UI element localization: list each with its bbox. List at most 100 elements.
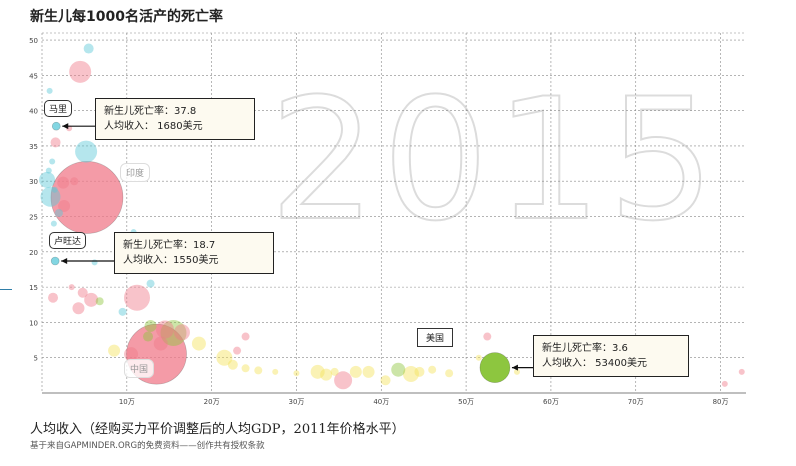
data-point: [349, 365, 362, 378]
x-tick-label: 10万: [119, 398, 135, 406]
data-point: [72, 302, 85, 315]
data-point: [146, 279, 155, 288]
data-point: [445, 369, 454, 378]
data-point: [330, 367, 339, 376]
data-point: [362, 365, 375, 378]
data-point: [475, 354, 482, 361]
data-point: [334, 371, 353, 390]
data-point: [95, 297, 104, 306]
data-point: [479, 352, 511, 383]
y-tick-label: 20: [29, 249, 38, 257]
x-axis-label: 人均收入（经购买力平价调整后的人均GDP，2011年价格水平）: [30, 422, 405, 437]
callout-arrowhead: [62, 123, 69, 130]
data-point: [75, 140, 98, 163]
label-rwanda: 卢旺达: [49, 232, 87, 249]
data-point: [51, 121, 61, 131]
data-point: [58, 199, 71, 212]
callout-rwanda: 新生儿死亡率：18.7 人均收入：1550美元: [114, 232, 274, 274]
side-marker: [0, 289, 12, 290]
data-point: [118, 307, 127, 316]
x-tick-label: 80万: [713, 398, 729, 406]
source-note: 基于来自GAPMINDER.ORG的免费资料——创作共有授权条款: [30, 441, 265, 451]
data-point: [68, 284, 75, 291]
callout-usa: 新生儿死亡率：3.6 人均收入： 53400美元: [533, 335, 689, 377]
data-point: [310, 364, 325, 379]
data-point: [123, 284, 150, 311]
data-point: [191, 336, 206, 351]
data-point: [272, 368, 279, 375]
x-tick-label: 30万: [288, 398, 304, 406]
callout-usa-rate: 新生儿死亡率：3.6: [542, 343, 628, 354]
label-china: 中国: [124, 359, 155, 378]
data-point: [49, 158, 56, 165]
callout-usa-income: 人均收入： 53400美元: [542, 358, 647, 369]
callout-rwanda-income: 人均收入：1550美元: [123, 255, 219, 266]
data-point: [391, 362, 406, 377]
x-tick-label: 20万: [204, 398, 220, 406]
data-point: [57, 176, 70, 189]
x-tick-label: 70万: [628, 398, 644, 406]
data-point: [50, 137, 61, 148]
data-point: [45, 167, 52, 174]
data-point: [48, 292, 59, 303]
callout-arrows: [61, 123, 533, 371]
data-point: [380, 375, 391, 386]
data-point: [108, 344, 121, 357]
data-point: [241, 332, 250, 341]
data-point: [84, 292, 99, 307]
data-point: [414, 366, 425, 377]
y-tick-label: 35: [29, 143, 38, 151]
y-tick-label: 45: [29, 72, 38, 80]
data-point: [50, 220, 57, 227]
label-usa: 美国: [417, 328, 454, 347]
data-point: [91, 259, 98, 266]
data-point: [227, 359, 238, 370]
data-point: [50, 256, 60, 266]
x-tick-label: 50万: [458, 398, 474, 406]
data-point: [428, 365, 437, 374]
data-point: [83, 43, 94, 54]
data-point: [293, 370, 300, 377]
data-point: [738, 368, 745, 375]
data-point: [233, 346, 242, 355]
data-point: [69, 60, 92, 83]
label-india: 印度: [120, 163, 151, 182]
data-point: [173, 324, 190, 341]
data-point: [721, 380, 728, 387]
y-tick-label: 30: [29, 178, 38, 186]
data-point: [51, 186, 58, 193]
axes: 5 10 15 20 25 30 35 40 45 50 10万 20万 30万 40万 50万 60万 70万…: [29, 32, 746, 406]
data-point: [39, 171, 56, 188]
data-point: [124, 347, 139, 362]
x-tick-label: 40万: [373, 398, 389, 406]
data-point: [483, 332, 492, 341]
data-point: [77, 287, 88, 298]
label-mali: 马里: [44, 100, 73, 117]
callout-mali-income: 人均收入： 1680美元: [104, 121, 203, 132]
data-point: [143, 331, 154, 342]
y-tick-label: 40: [29, 108, 38, 116]
callout-mali-rate: 新生儿死亡率：37.8: [104, 106, 197, 117]
y-tick-label: 25: [29, 214, 38, 222]
chart-title: 新生儿每1000名活产的死亡率: [30, 9, 223, 25]
data-point: [160, 320, 187, 346]
callout-arrowhead: [61, 258, 68, 264]
data-point: [402, 365, 419, 382]
x-tick-label: 60万: [543, 398, 559, 406]
data-point: [70, 177, 79, 186]
data-point: [320, 368, 333, 381]
data-point: [153, 336, 168, 351]
data-point: [54, 209, 63, 217]
year-watermark: 2015: [269, 62, 721, 258]
y-tick-label: 5: [34, 355, 38, 363]
y-tick-label: 10: [29, 319, 38, 327]
data-point: [254, 366, 263, 375]
data-point: [241, 364, 250, 373]
y-tick-label: 50: [29, 37, 38, 45]
callout-arrowhead: [511, 364, 518, 371]
data-point: [513, 368, 520, 375]
data-point: [144, 319, 157, 332]
data-point: [216, 349, 233, 366]
data-point: [46, 87, 53, 94]
data-point: [50, 161, 124, 234]
